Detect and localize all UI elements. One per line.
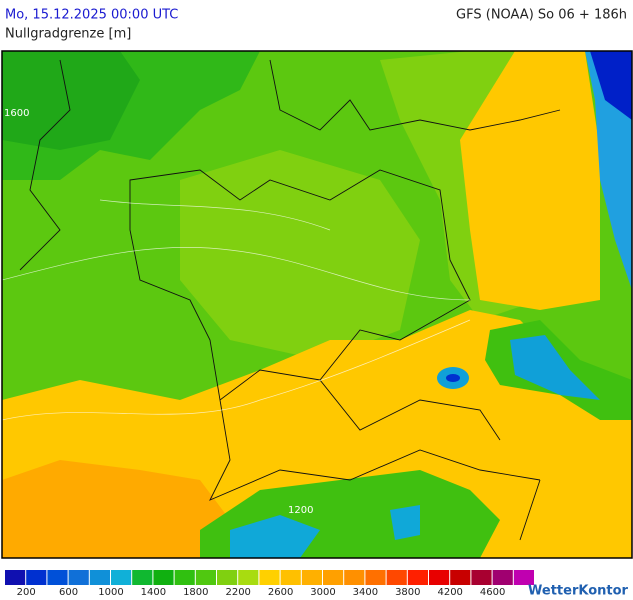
legend-swatch <box>386 570 407 585</box>
legend-tick-label: 3000 <box>310 587 335 598</box>
field-light-green <box>180 150 420 360</box>
map: 1600 1200 <box>1 50 633 559</box>
borders <box>19 59 561 541</box>
legend-swatch <box>471 570 492 585</box>
legend-swatch <box>492 570 513 585</box>
field-carpath-blue <box>510 335 600 400</box>
model-run: GFS (NOAA) So 06 + 186h <box>456 8 627 23</box>
legend-swatch <box>323 570 344 585</box>
legend-swatch <box>174 570 195 585</box>
legend-swatch <box>195 570 216 585</box>
legend-swatch <box>344 570 365 585</box>
field-darkblue-ne <box>590 51 632 120</box>
legend-swatch <box>153 570 174 585</box>
legend-tick-label: 1000 <box>98 587 123 598</box>
legend-swatch <box>89 570 110 585</box>
legend-swatch <box>280 570 301 585</box>
legend-swatch <box>450 570 471 585</box>
legend-swatch <box>238 570 259 585</box>
legend-tick-label: 3800 <box>395 587 420 598</box>
legend-swatch <box>365 570 386 585</box>
legend-swatch <box>111 570 132 585</box>
legend-swatch <box>429 570 450 585</box>
contours <box>2 199 471 421</box>
legend-swatch <box>132 570 153 585</box>
parameter: Nullgradgrenze [m] <box>5 27 131 42</box>
legend-tick-label: 200 <box>17 587 36 598</box>
valid-time: Mo, 15.12.2025 00:00 UTC <box>5 8 178 23</box>
legend-tick-label: 1800 <box>183 587 208 598</box>
legend-tick-label: 3400 <box>353 587 378 598</box>
legend-tick-label: 2600 <box>268 587 293 598</box>
contour-label: 1200 <box>288 505 313 516</box>
legend-swatch <box>68 570 89 585</box>
field-orange-sw <box>2 460 230 558</box>
legend-swatch <box>259 570 280 585</box>
legend-swatch <box>217 570 238 585</box>
map-frame <box>1 50 633 559</box>
field-alps-blue2 <box>390 505 420 540</box>
legend-tick-label: 600 <box>59 587 78 598</box>
brand: WetterKontor <box>528 584 629 599</box>
legend-swatch <box>5 570 26 585</box>
legend-tick-label: 4600 <box>480 587 505 598</box>
field-blue-core <box>446 374 460 382</box>
field-yellow-east <box>460 51 600 310</box>
legend-tick-label: 4200 <box>437 587 462 598</box>
legend-swatch <box>513 570 534 585</box>
field-alps-blue <box>230 515 320 558</box>
legend: 200 600 1000 1400 1800 2200 2600 3000 3400 3800 42… <box>5 570 534 598</box>
legend-tick-label: 2200 <box>225 587 250 598</box>
legend-swatch <box>47 570 68 585</box>
legend-tick-label: 1400 <box>141 587 166 598</box>
legend-swatch <box>26 570 47 585</box>
legend-swatch <box>301 570 322 585</box>
legend-swatch <box>407 570 428 585</box>
contour-label: 1600 <box>4 108 29 119</box>
field-darker-green <box>2 51 140 150</box>
